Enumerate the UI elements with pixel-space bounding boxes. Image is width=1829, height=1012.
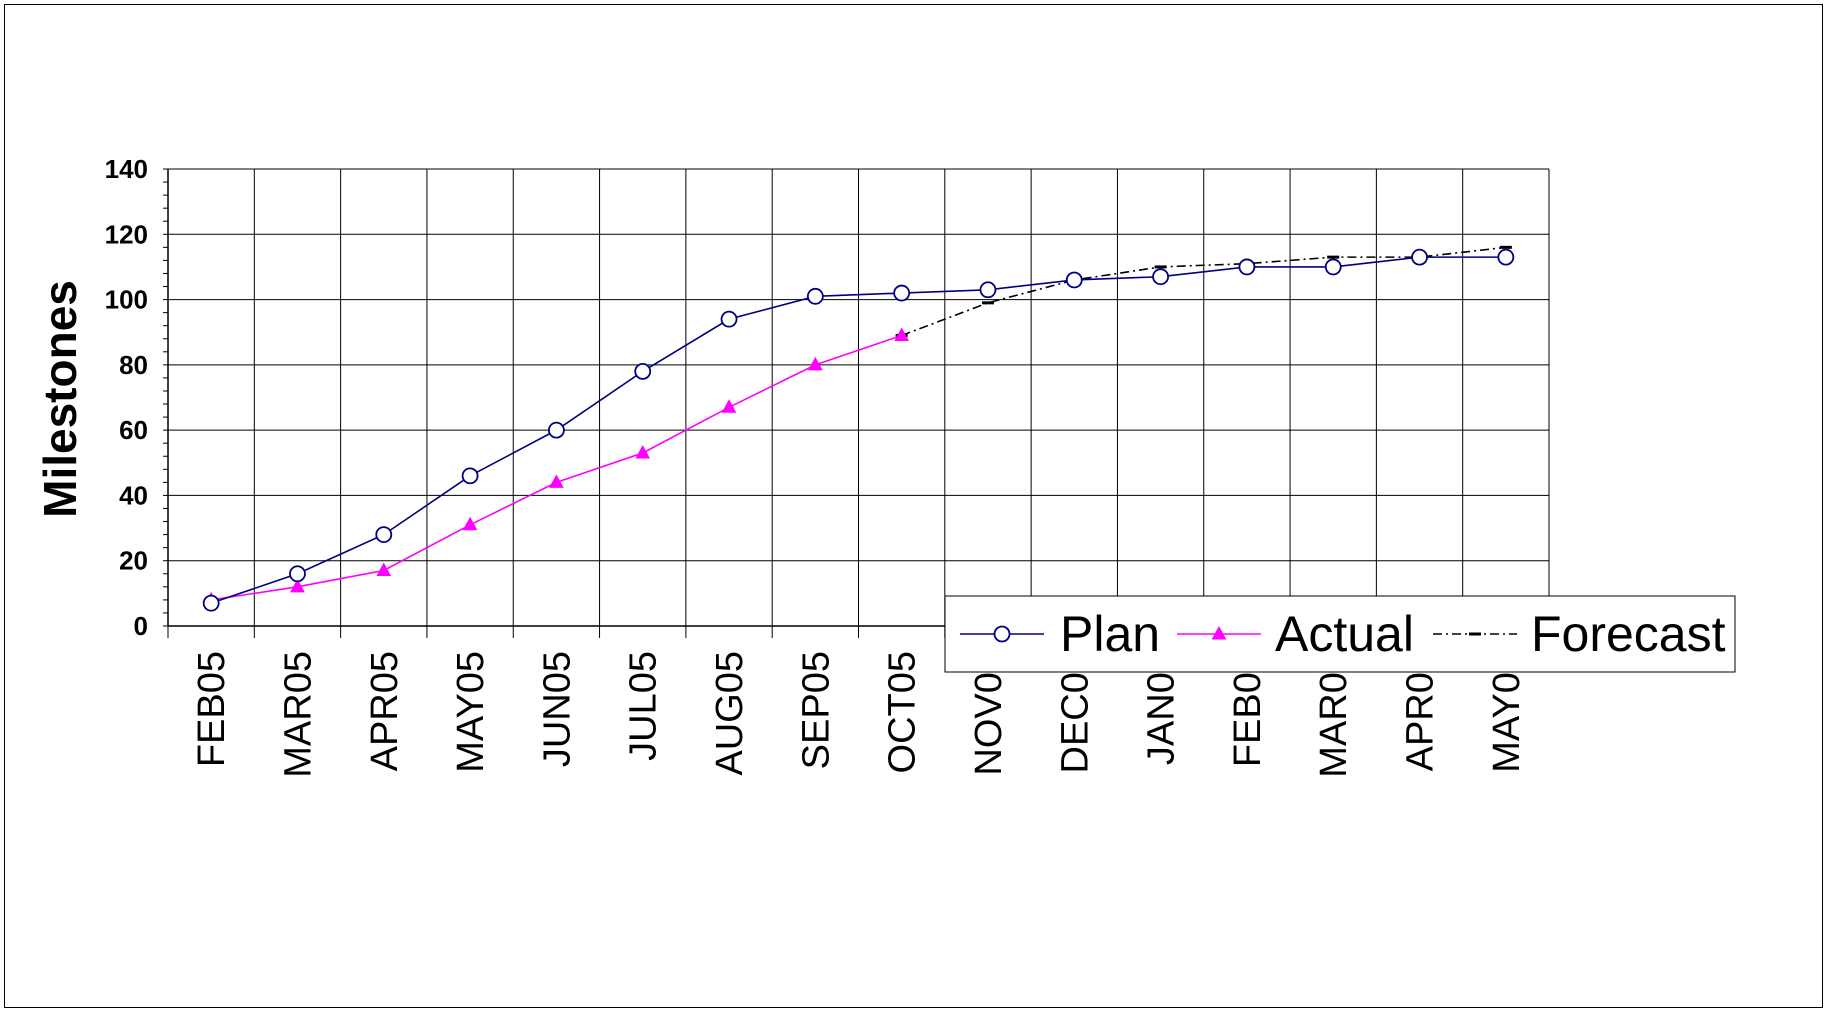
y-tick-label: 80: [119, 350, 148, 380]
milestones-chart: 0 20 40 60 80 100 120 140 FEB05 MAR05 APR05 MAY05 J…: [34, 154, 1736, 778]
plan-point: [1238, 258, 1256, 276]
legend-label: Forecast: [1531, 606, 1726, 662]
y-tick-label: 60: [119, 415, 148, 445]
x-tick-label: APR05: [364, 651, 406, 771]
chart-frame: 0 20 40 60 80 100 120 140 FEB05 MAR05 APR05 MAY05 J…: [4, 4, 1823, 1008]
x-tick-label: FEB05: [191, 651, 233, 767]
legend-label: Plan: [1060, 606, 1160, 662]
plan-point: [202, 594, 220, 612]
plan-point: [548, 421, 565, 439]
plan-point: [461, 467, 479, 485]
legend-item-actual: Actual: [1177, 606, 1414, 662]
plan-point: [1065, 271, 1083, 289]
actual-point: [808, 356, 823, 371]
series: [202, 245, 1515, 612]
plan-point: [1497, 248, 1515, 266]
x-tick-label: MAY05: [450, 651, 492, 773]
x-tick-label: JUN05: [536, 651, 578, 767]
plan-point: [1324, 258, 1342, 276]
legend-label: Actual: [1275, 606, 1414, 662]
y-axis-ticks: 0 20 40 60 80 100 120 140: [105, 154, 148, 641]
plan-line: [210, 256, 1506, 604]
plan-point: [806, 287, 824, 305]
plan-point: [893, 284, 911, 302]
y-axis-title: Milestones: [34, 280, 86, 518]
actual-point: [635, 444, 651, 459]
plan-point: [720, 310, 738, 328]
y-tick-label: 100: [105, 285, 148, 315]
legend-swatch-marker: [993, 625, 1011, 643]
y-tick-label: 40: [119, 480, 148, 510]
actual-point: [376, 562, 392, 577]
actual-point: [290, 578, 305, 593]
actual-point: [462, 516, 478, 531]
y-tick-label: 140: [105, 154, 148, 184]
x-tick-label: SEP05: [795, 651, 837, 769]
series-plan: [202, 248, 1515, 612]
plan-point: [375, 526, 393, 543]
plan-point: [1411, 248, 1428, 266]
actual-point: [721, 399, 737, 413]
plan-point: [634, 362, 652, 380]
legend-item-forecast: Forecast: [1433, 606, 1726, 662]
plan-point: [1152, 268, 1169, 286]
forecast-line: [901, 246, 1506, 337]
y-tick-label: 20: [119, 546, 148, 576]
plan-point: [979, 281, 997, 299]
x-tick-label: MAR05: [277, 651, 319, 778]
series-actual: [203, 327, 909, 606]
grid: [168, 168, 1550, 626]
x-tick-label: JUL05: [623, 651, 665, 761]
actual-point: [894, 327, 909, 341]
legend-box: [944, 595, 1736, 673]
y-tick-label: 0: [134, 611, 148, 641]
plan-point: [289, 565, 306, 583]
axes: [163, 168, 1550, 638]
x-tick-label: AUG05: [709, 651, 751, 776]
actual-point: [549, 474, 564, 488]
y-tick-label: 120: [105, 219, 148, 249]
legend-swatch-marker: [1211, 625, 1227, 640]
legend-item-plan: Plan: [960, 606, 1160, 662]
legend: Plan Actual Forecast: [944, 595, 1736, 673]
x-tick-label: OCT05: [882, 651, 924, 773]
